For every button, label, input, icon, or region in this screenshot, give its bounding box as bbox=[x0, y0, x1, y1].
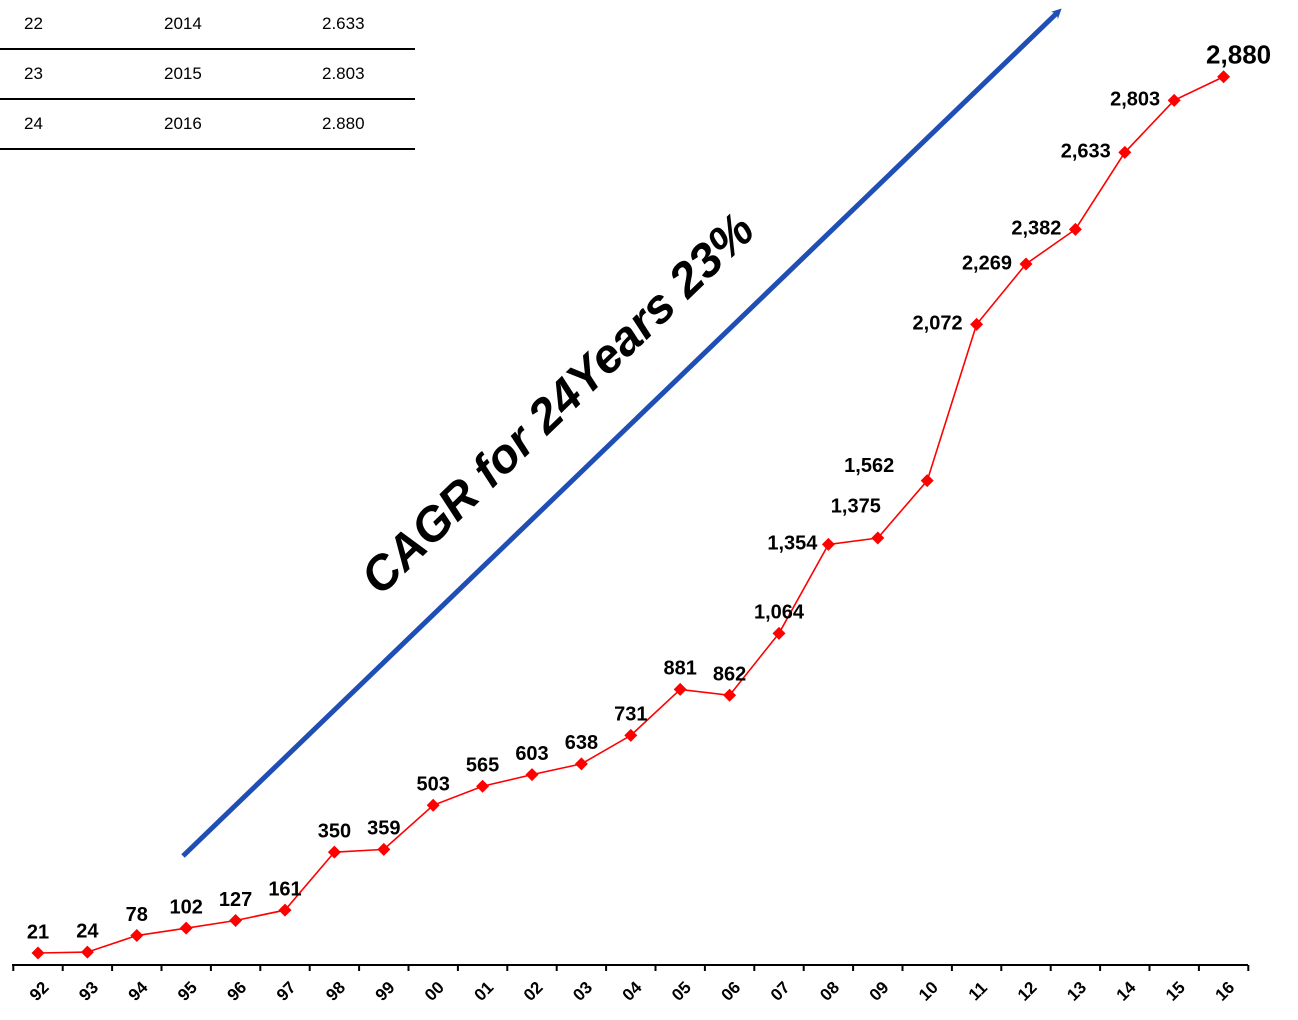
x-tick-label: 01 bbox=[470, 978, 497, 1005]
data-label: 603 bbox=[515, 743, 548, 765]
data-label: 1,064 bbox=[754, 602, 805, 624]
data-point bbox=[920, 474, 934, 488]
data-label: 638 bbox=[565, 732, 598, 754]
data-label: 2,072 bbox=[913, 313, 963, 335]
x-tick-label: 14 bbox=[1113, 977, 1140, 1004]
data-label: 127 bbox=[219, 889, 252, 911]
series-line bbox=[31, 70, 1231, 960]
x-tick-label: 02 bbox=[520, 978, 547, 1005]
data-label: 161 bbox=[268, 878, 301, 900]
x-tick-label: 95 bbox=[174, 978, 201, 1005]
x-tick-label: 98 bbox=[322, 978, 349, 1005]
data-label: 24 bbox=[76, 920, 99, 942]
x-tick-label: 15 bbox=[1162, 978, 1189, 1005]
data-point bbox=[673, 682, 687, 696]
data-label: 102 bbox=[170, 896, 203, 918]
x-tick-label: 12 bbox=[1014, 978, 1041, 1005]
data-point bbox=[970, 317, 984, 331]
data-point bbox=[1217, 70, 1231, 84]
data-label: 21 bbox=[27, 921, 49, 943]
data-label: 862 bbox=[713, 664, 746, 686]
x-tick-label: 05 bbox=[668, 978, 695, 1005]
data-label: 2,880 bbox=[1206, 40, 1271, 70]
x-tick-label: 11 bbox=[965, 978, 991, 1004]
x-tick-label: 03 bbox=[569, 978, 596, 1005]
data-label: 881 bbox=[664, 658, 697, 680]
table-cell: 24 bbox=[0, 99, 164, 150]
data-label: 2,803 bbox=[1110, 89, 1160, 111]
data-label: 2,382 bbox=[1011, 218, 1061, 240]
cagr-arrow bbox=[181, 8, 1062, 858]
table-cell: 2016 bbox=[164, 99, 322, 150]
cagr-label: CAGR for 24Years 23% bbox=[351, 203, 765, 605]
table-cell: 2014 bbox=[164, 0, 322, 50]
x-tick-label: 09 bbox=[866, 978, 893, 1005]
x-tick-label: 00 bbox=[421, 978, 448, 1005]
table-row: 23 2015 2.803 bbox=[0, 49, 415, 100]
data-label: 565 bbox=[466, 755, 499, 777]
data-point bbox=[377, 842, 391, 856]
x-tick-label: 96 bbox=[223, 978, 250, 1005]
data-label: 731 bbox=[614, 704, 647, 726]
data-point bbox=[772, 626, 786, 640]
data-label: 1,375 bbox=[831, 495, 881, 517]
data-point bbox=[80, 945, 94, 959]
x-tick-label: 94 bbox=[125, 977, 152, 1004]
data-label: 78 bbox=[126, 904, 148, 926]
x-tick-label: 13 bbox=[1063, 978, 1090, 1005]
data-point bbox=[229, 914, 243, 928]
table-cell: 2.803 bbox=[322, 49, 415, 100]
x-tick-label: 16 bbox=[1211, 978, 1238, 1005]
data-point bbox=[327, 845, 341, 859]
data-point bbox=[1118, 145, 1132, 159]
data-label: 1,354 bbox=[767, 533, 818, 555]
table-cell: 23 bbox=[0, 49, 164, 100]
x-tick-label: 04 bbox=[619, 977, 646, 1004]
data-label: 2,269 bbox=[962, 252, 1012, 274]
data-point bbox=[1068, 222, 1082, 236]
data-point bbox=[476, 779, 490, 793]
table-cell: 2.633 bbox=[322, 0, 415, 50]
data-label: 1,562 bbox=[844, 455, 894, 477]
data-point bbox=[278, 903, 292, 917]
cagr-annotation: CAGR for 24Years 23% bbox=[181, 8, 1062, 858]
data-point bbox=[1167, 93, 1181, 107]
data-label: 350 bbox=[318, 820, 351, 842]
x-tick-label: 99 bbox=[372, 978, 399, 1005]
x-tick-label: 97 bbox=[273, 978, 300, 1005]
table-row: 22 2014 2.633 bbox=[0, 0, 415, 50]
x-axis: 92 93 94 95 96 97 98 99 00 01 02 03 04 05 06 07 08 09 10 11… bbox=[12, 964, 1250, 1005]
x-tick-label: 07 bbox=[767, 978, 794, 1005]
data-point bbox=[179, 921, 193, 935]
data-point bbox=[1019, 257, 1033, 271]
data-point bbox=[31, 946, 45, 960]
data-label: 503 bbox=[417, 774, 450, 796]
data-label: 2,633 bbox=[1061, 141, 1111, 163]
data-table: 22 2014 2.633 23 2015 2.803 24 2016 2.880 bbox=[0, 0, 415, 150]
x-tick-label: 93 bbox=[75, 978, 102, 1005]
x-tick-label: 92 bbox=[26, 978, 53, 1005]
data-point bbox=[426, 798, 440, 812]
x-tick-label: 08 bbox=[816, 978, 843, 1005]
data-labels: 21 24 78 102 127 161 350 359 503 565 603 638 731 881 8… bbox=[27, 40, 1271, 944]
table-cell: 2015 bbox=[164, 49, 322, 100]
data-point bbox=[871, 531, 885, 545]
data-point bbox=[821, 537, 835, 551]
table-cell: 22 bbox=[0, 0, 164, 50]
data-point bbox=[723, 688, 737, 702]
x-tick-label: 10 bbox=[915, 978, 942, 1005]
data-point bbox=[574, 757, 588, 771]
data-point bbox=[130, 929, 144, 943]
table-row: 24 2016 2.880 bbox=[0, 99, 415, 150]
data-label: 359 bbox=[367, 818, 400, 840]
x-tick-label: 06 bbox=[717, 978, 744, 1005]
data-point bbox=[624, 728, 638, 742]
table-cell: 2.880 bbox=[322, 99, 415, 150]
data-point bbox=[525, 768, 539, 782]
